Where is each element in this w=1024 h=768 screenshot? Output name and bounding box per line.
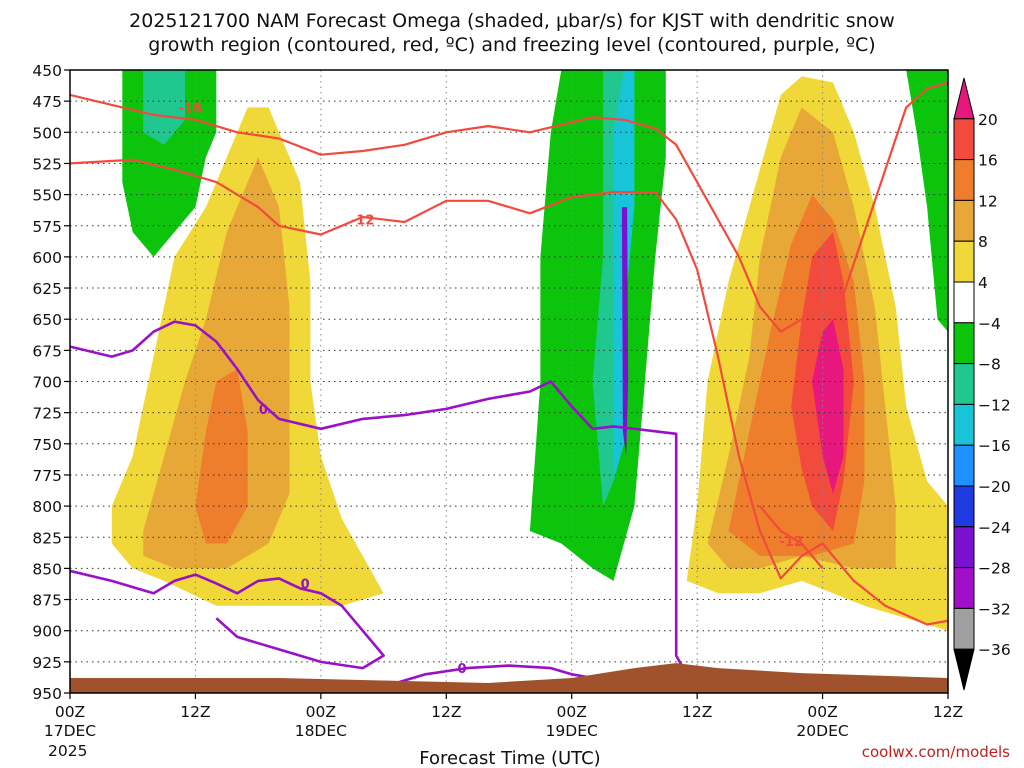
omega-region-descent-upper-right bbox=[906, 70, 948, 332]
y-tick-label: 725 bbox=[32, 405, 62, 423]
x-tick-label: 00Z bbox=[807, 703, 837, 721]
x-tick-label: 12Z bbox=[180, 703, 210, 721]
contour-minus12-lower-label: -12 bbox=[779, 535, 803, 550]
y-tick-label: 800 bbox=[32, 498, 62, 516]
y-tick-label: 775 bbox=[32, 467, 62, 485]
y-tick-label: 900 bbox=[32, 623, 62, 641]
omega-region-ascent-17dec-peak bbox=[195, 369, 248, 544]
x-date-label: 17DEC bbox=[44, 722, 96, 740]
contour-minus18-label: -18 bbox=[178, 101, 202, 116]
y-tick-label: 750 bbox=[32, 436, 62, 454]
colorbar-swatch bbox=[953, 607, 975, 650]
colorbar-swatch bbox=[953, 567, 975, 609]
y-tick-label: 550 bbox=[32, 187, 62, 205]
contour-zero-label: 0 bbox=[259, 403, 268, 418]
contour-zero-lower bbox=[70, 569, 385, 670]
colorbar-swatch bbox=[953, 526, 975, 569]
x-tick-label: 00Z bbox=[557, 703, 587, 721]
terrain-fill bbox=[70, 663, 948, 693]
colorbar-swatch bbox=[953, 363, 975, 405]
y-tick-label: 675 bbox=[32, 342, 62, 360]
y-tick-label: 575 bbox=[32, 218, 62, 236]
colorbar-swatch bbox=[953, 77, 975, 120]
colorbar-label: −12 bbox=[978, 396, 1011, 414]
x-tick-label: 12Z bbox=[431, 703, 461, 721]
y-tick-label: 875 bbox=[32, 592, 62, 610]
y-tick-label: 600 bbox=[32, 249, 62, 267]
x-tick-label: 00Z bbox=[306, 703, 336, 721]
chart-title-line1: 2025121700 NAM Forecast Omega (shaded, μ… bbox=[129, 10, 895, 32]
x-date-label: 18DEC bbox=[295, 722, 347, 740]
y-tick-label: 500 bbox=[32, 124, 62, 142]
x-tick-label: 00Z bbox=[55, 703, 85, 721]
contour-minus18 bbox=[70, 81, 948, 333]
colorbar-label: 20 bbox=[978, 111, 998, 129]
colorbar-swatch bbox=[953, 485, 975, 528]
contour-zero bbox=[70, 320, 699, 693]
y-tick-label: 625 bbox=[32, 280, 62, 298]
colorbar-swatch bbox=[953, 322, 975, 365]
colorbar-label: 8 bbox=[978, 233, 988, 251]
x-tick-label: 12Z bbox=[682, 703, 712, 721]
colorbar-label: −36 bbox=[978, 641, 1011, 659]
x-axis-label: Forecast Time (UTC) bbox=[419, 748, 600, 768]
y-tick-label: 925 bbox=[32, 654, 62, 672]
y-tick-label: 950 bbox=[32, 685, 62, 703]
colorbar-swatch bbox=[953, 199, 975, 242]
colorbar-label: −16 bbox=[978, 437, 1011, 455]
omega-region-descent-upper-left-core bbox=[143, 70, 185, 145]
colorbar-label: 12 bbox=[978, 192, 998, 210]
colorbar-label: 16 bbox=[978, 152, 998, 170]
x-date-label: 20DEC bbox=[796, 722, 848, 740]
y-tick-label: 850 bbox=[32, 560, 62, 578]
y-tick-label: 475 bbox=[32, 93, 62, 111]
colorbar-swatch bbox=[953, 444, 975, 487]
colorbar-swatch bbox=[953, 240, 975, 283]
colorbar-label: −20 bbox=[978, 478, 1011, 496]
x-tick-label: 12Z bbox=[933, 703, 963, 721]
contour-minus12-lower bbox=[759, 505, 824, 570]
y-tick-label: 700 bbox=[32, 374, 62, 392]
colorbar-label: −28 bbox=[978, 560, 1011, 578]
colorbar-label: −24 bbox=[978, 519, 1011, 537]
plot-layer: -18 -12 -12 0 0 0 bbox=[70, 70, 948, 693]
y-tick-label: 525 bbox=[32, 155, 62, 173]
colorbar-label: −4 bbox=[978, 315, 1001, 333]
colorbar-swatch bbox=[953, 281, 975, 324]
credit-label: coolwx.com/models bbox=[862, 743, 1010, 761]
y-tick-label: 450 bbox=[32, 62, 62, 80]
colorbar-label: −8 bbox=[978, 356, 1001, 374]
colorbar-swatch bbox=[953, 159, 975, 201]
omega-region-ascent-17dec-core bbox=[143, 157, 290, 569]
contour-minus12 bbox=[70, 158, 948, 626]
colorbar: 20 16 12 8 4 −4 −8 −12 −16 −20 −24 −28 −32 −36 bbox=[953, 77, 1011, 691]
y-tick-label: 650 bbox=[32, 311, 62, 329]
x-date-label: 19DEC bbox=[546, 722, 598, 740]
contour-minus12-label: -12 bbox=[351, 214, 375, 229]
colorbar-swatch bbox=[953, 648, 975, 691]
colorbar-label: −32 bbox=[978, 600, 1011, 618]
colorbar-swatch bbox=[953, 403, 975, 446]
chart-title-line2: growth region (contoured, red, ºC) and f… bbox=[148, 34, 875, 56]
axes: 450 475 500 525 550 575 600 625 650 675 700 725 750 7… bbox=[32, 62, 963, 740]
year-label: 2025 bbox=[48, 742, 87, 760]
contour-zero-lower-label: 0 bbox=[301, 577, 310, 592]
colorbar-label: 4 bbox=[978, 274, 988, 292]
omega-region-descent-19dec-core bbox=[621, 207, 629, 457]
colorbar-swatch bbox=[953, 118, 975, 161]
contour-zero-bottom-label: 0 bbox=[457, 662, 466, 677]
y-tick-label: 825 bbox=[32, 529, 62, 547]
plot-area: -18 -12 -12 0 0 0 bbox=[70, 70, 948, 693]
omega-region-ascent-20dec-peak bbox=[812, 319, 844, 494]
